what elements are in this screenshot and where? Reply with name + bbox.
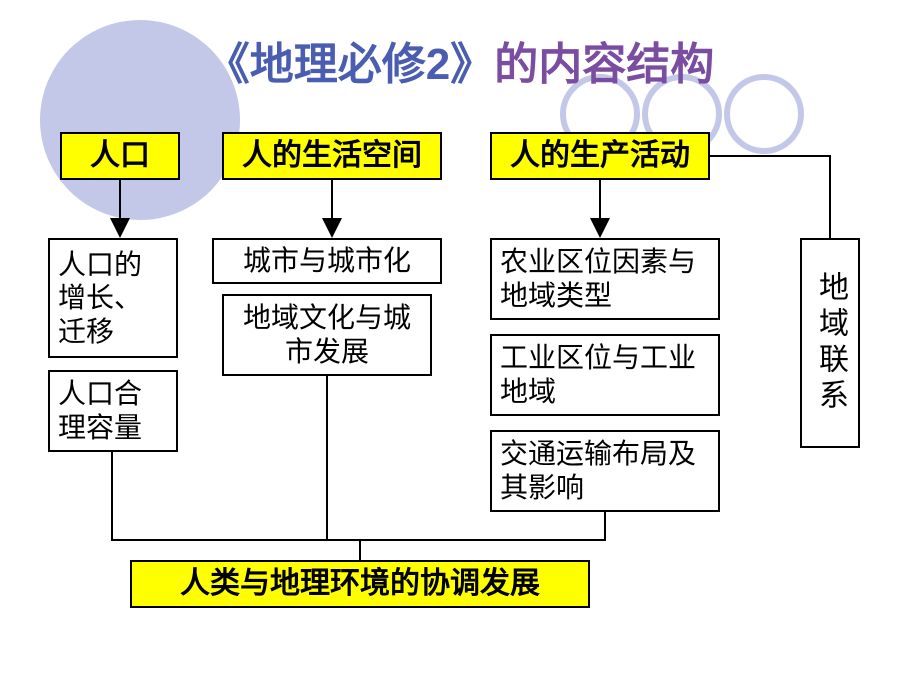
node-top2: 人的生活空间 <box>222 132 442 180</box>
node-c3a: 农业区位因素与地域类型 <box>490 238 720 320</box>
node-top3: 人的生产活动 <box>490 132 710 180</box>
title-part1: 《地理必修2》 <box>206 40 494 89</box>
page-title: 《地理必修2》的内容结构 <box>0 28 920 92</box>
node-side: 地域联系 <box>800 238 860 448</box>
node-c2b: 地域文化与城市发展 <box>222 294 432 376</box>
title-part2: 的内容结构 <box>494 40 714 89</box>
node-c2a: 城市与城市化 <box>212 238 442 284</box>
node-c1a: 人口的增长、迁移 <box>48 238 178 358</box>
node-c1b: 人口合理容量 <box>48 370 178 452</box>
node-top1: 人口 <box>60 132 180 180</box>
node-c3c: 交通运输布局及其影响 <box>490 430 720 512</box>
node-bottom: 人类与地理环境的协调发展 <box>130 560 590 608</box>
node-c3b: 工业区位与工业地域 <box>490 334 720 416</box>
